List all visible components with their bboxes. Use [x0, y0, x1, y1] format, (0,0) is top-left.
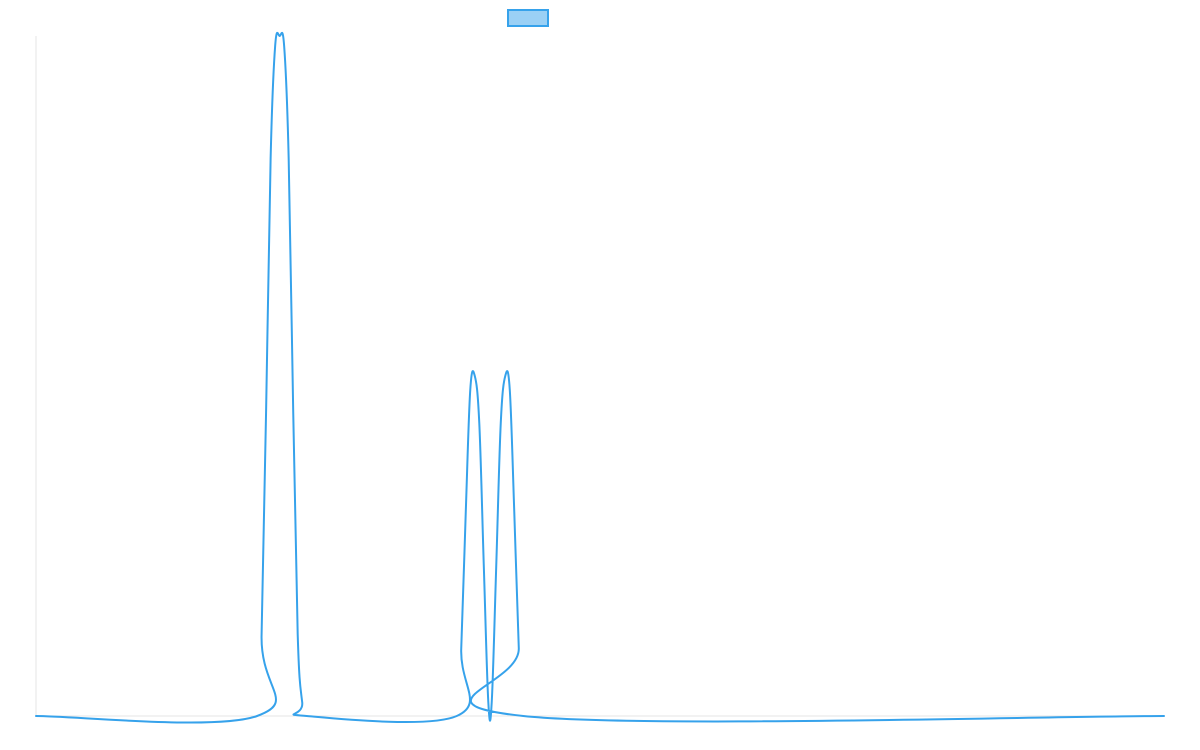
series-line — [35, 31, 1165, 724]
legend-swatch[interactable] — [507, 9, 549, 27]
legend[interactable] — [507, 9, 549, 27]
